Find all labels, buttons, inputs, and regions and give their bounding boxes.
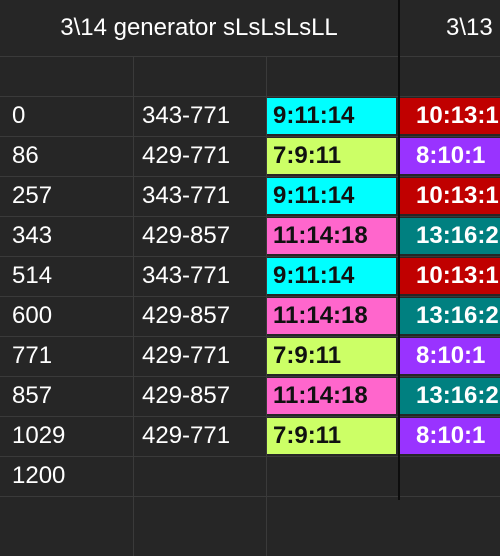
chord-cell[interactable]: 9:11:14 xyxy=(267,178,396,214)
step-cell[interactable]: 86 xyxy=(12,142,39,169)
step-cell[interactable]: 514 xyxy=(12,262,53,289)
header-cell-generator[interactable]: 3\14 generator sLsLsLsLL xyxy=(60,14,338,41)
table-row: 0 343-771 9:11:14 10:13:1 xyxy=(0,96,500,136)
table-row: 86 429-771 7:9:11 8:10:1 xyxy=(0,136,500,176)
chord-cell[interactable]: 9:11:14 xyxy=(267,258,396,294)
gridline-horizontal xyxy=(0,296,500,297)
step-cell[interactable]: 1029 xyxy=(12,422,66,449)
gridline-horizontal xyxy=(0,496,500,497)
chord-cell-right[interactable]: 8:10:1 xyxy=(400,418,500,454)
column-divider xyxy=(398,0,400,500)
chord-cell-right[interactable]: 13:16:2 xyxy=(400,298,500,334)
chord-cell[interactable]: 7:9:11 xyxy=(267,338,396,374)
table-row: 343 429-857 11:14:18 13:16:2 xyxy=(0,216,500,256)
chord-cell-right[interactable]: 13:16:2 xyxy=(400,218,500,254)
range-cell[interactable]: 343-771 xyxy=(142,262,231,289)
range-cell[interactable]: 343-771 xyxy=(142,182,231,209)
step-cell[interactable]: 771 xyxy=(12,342,53,369)
gridline-horizontal xyxy=(0,176,500,177)
step-cell[interactable]: 1200 xyxy=(12,462,66,489)
range-cell[interactable]: 429-771 xyxy=(142,342,231,369)
range-cell[interactable]: 429-771 xyxy=(142,422,231,449)
gridline-horizontal xyxy=(0,96,500,97)
gridline-horizontal xyxy=(0,376,500,377)
chord-cell-right[interactable]: 8:10:1 xyxy=(400,138,500,174)
gridline-vertical xyxy=(266,56,267,556)
table-row: 257 343-771 9:11:14 10:13:1 xyxy=(0,176,500,216)
gridline-horizontal xyxy=(0,416,500,417)
chord-cell-right[interactable]: 10:13:1 xyxy=(400,258,500,294)
gridline-horizontal xyxy=(0,456,500,457)
chord-cell[interactable]: 9:11:14 xyxy=(267,98,396,134)
range-cell[interactable]: 429-857 xyxy=(142,382,231,409)
gridline-horizontal xyxy=(0,336,500,337)
table-row: 1029 429-771 7:9:11 8:10:1 xyxy=(0,416,500,456)
step-cell[interactable]: 257 xyxy=(12,182,53,209)
step-cell[interactable]: 600 xyxy=(12,302,53,329)
step-cell[interactable]: 343 xyxy=(12,222,53,249)
chord-cell[interactable]: 7:9:11 xyxy=(267,418,396,454)
gridline-horizontal xyxy=(0,256,500,257)
table-row: 857 429-857 11:14:18 13:16:2 xyxy=(0,376,500,416)
header-cell-right[interactable]: 3\13 xyxy=(446,14,493,41)
table-row: 771 429-771 7:9:11 8:10:1 xyxy=(0,336,500,376)
chord-cell-right[interactable]: 13:16:2 xyxy=(400,378,500,414)
table-row: 1200 xyxy=(0,456,500,496)
range-cell[interactable]: 429-857 xyxy=(142,302,231,329)
chord-cell[interactable]: 11:14:18 xyxy=(267,218,396,254)
chord-cell[interactable]: 7:9:11 xyxy=(267,138,396,174)
gridline-horizontal xyxy=(0,136,500,137)
step-cell[interactable]: 857 xyxy=(12,382,53,409)
chord-cell-right[interactable]: 10:13:1 xyxy=(400,98,500,134)
chord-cell[interactable]: 11:14:18 xyxy=(267,378,396,414)
chord-cell[interactable]: 11:14:18 xyxy=(267,298,396,334)
gridline-vertical xyxy=(133,56,134,556)
gridline-horizontal xyxy=(0,56,500,57)
range-cell[interactable]: 429-771 xyxy=(142,142,231,169)
table-row: 514 343-771 9:11:14 10:13:1 xyxy=(0,256,500,296)
range-cell[interactable]: 429-857 xyxy=(142,222,231,249)
gridline-horizontal xyxy=(0,216,500,217)
step-cell[interactable]: 0 xyxy=(12,102,26,129)
range-cell[interactable]: 343-771 xyxy=(142,102,231,129)
chord-cell-right[interactable]: 10:13:1 xyxy=(400,178,500,214)
chord-cell-right[interactable]: 8:10:1 xyxy=(400,338,500,374)
range-cell[interactable] xyxy=(142,456,262,496)
table-row: 600 429-857 11:14:18 13:16:2 xyxy=(0,296,500,336)
